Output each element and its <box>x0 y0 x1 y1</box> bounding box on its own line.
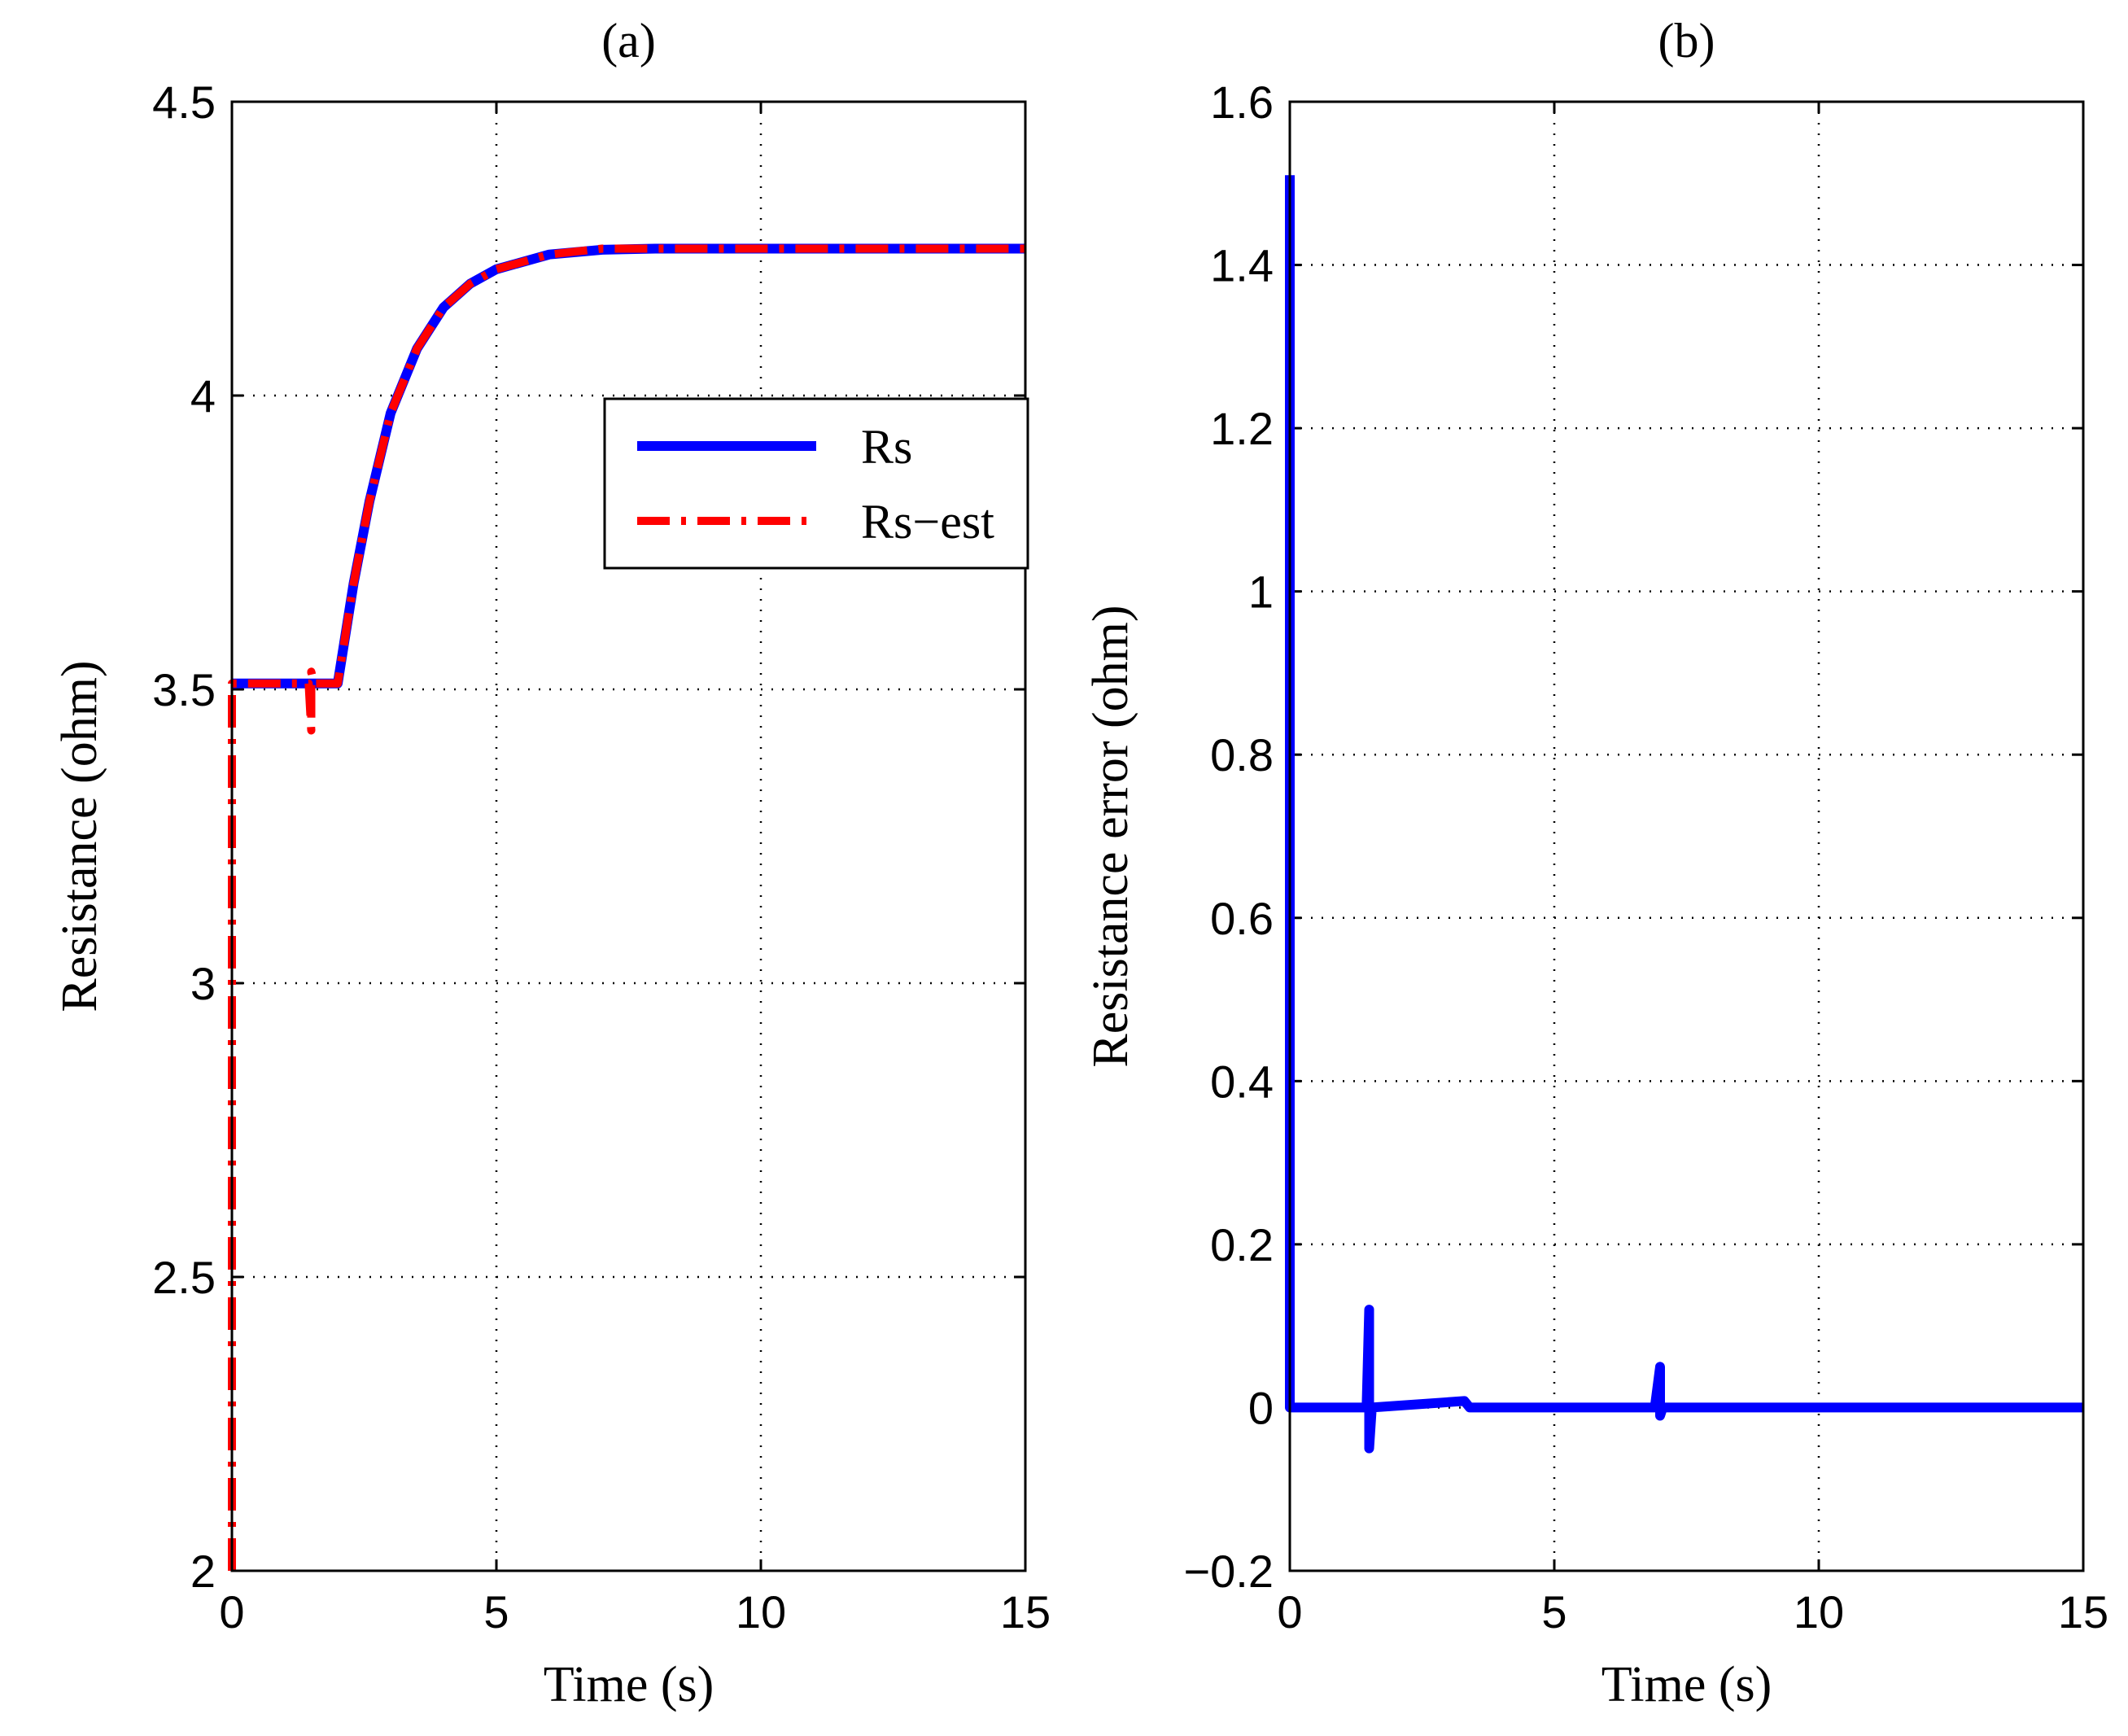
y-axis-label-a: Resistance (ohm) <box>52 660 107 1012</box>
y-tick-label: 0 <box>1248 1382 1274 1433</box>
y-axis-label-b: Resistance error (ohm) <box>1083 605 1138 1067</box>
y-tick-label: 3.5 <box>152 664 216 715</box>
chart-title-b: (b) <box>1658 14 1715 68</box>
y-tick-label: 0.8 <box>1210 729 1274 781</box>
x-tick-label: 0 <box>219 1586 244 1638</box>
legend: Rs Rs−est <box>603 397 1029 570</box>
x-axis-label-b: Time (s) <box>1601 1657 1772 1712</box>
series-group-b <box>1285 175 2083 1454</box>
axes-frame-a <box>230 100 1027 1572</box>
y-tick-label: 4 <box>190 370 216 422</box>
panel-b: 0 5 10 15−0.200.20.40.60.811.21.41.6 (b) Ti… <box>1083 14 2108 1712</box>
grid-b <box>1290 102 2083 1571</box>
y-tick-label: 2.5 <box>152 1252 216 1303</box>
y-tick-label: 1 <box>1248 566 1274 618</box>
x-tick-label: 15 <box>1000 1586 1051 1638</box>
y-tick-label: 0.6 <box>1210 893 1274 944</box>
ticks-b: 0 5 10 15−0.200.20.40.60.811.21.41.6 <box>1183 77 2108 1638</box>
y-tick-label: 0.2 <box>1210 1219 1274 1270</box>
y-tick-label: 1.4 <box>1210 240 1274 291</box>
y-tick-label: 4.5 <box>152 77 216 128</box>
series-line-rs-est <box>228 244 1025 1571</box>
series-group-a <box>228 243 1025 1571</box>
x-tick-label: 10 <box>736 1586 786 1638</box>
chart-title-a: (a) <box>601 14 656 68</box>
ticks-a: 0 5 10 15 2 2.5 3 3.5 4 4.5 <box>152 77 1051 1638</box>
x-tick-label: 15 <box>2058 1586 2108 1638</box>
series-line-error <box>1285 175 2083 1454</box>
x-tick-label: 0 <box>1277 1586 1302 1638</box>
y-tick-label: 0.4 <box>1210 1056 1274 1107</box>
axes-frame-b <box>1288 100 2085 1572</box>
y-tick-label: −0.2 <box>1183 1546 1274 1597</box>
x-tick-label: 10 <box>1794 1586 1844 1638</box>
x-axis-label-a: Time (s) <box>544 1657 714 1712</box>
x-tick-label: 5 <box>483 1586 509 1638</box>
legend-label-rs: Rs <box>861 420 912 474</box>
legend-label-rs-est: Rs−est <box>861 495 994 549</box>
y-tick-label: 1.2 <box>1210 403 1274 454</box>
grid-a <box>232 102 1025 1571</box>
y-tick-label: 1.6 <box>1210 77 1274 128</box>
y-tick-label: 2 <box>190 1546 216 1597</box>
legend-box <box>603 397 1029 570</box>
x-tick-label: 5 <box>1541 1586 1567 1638</box>
y-tick-label: 3 <box>190 958 216 1009</box>
panel-a: 0 5 10 15 2 2.5 3 3.5 4 4.5 (a) Time (s) Resistan… <box>52 14 1051 1712</box>
